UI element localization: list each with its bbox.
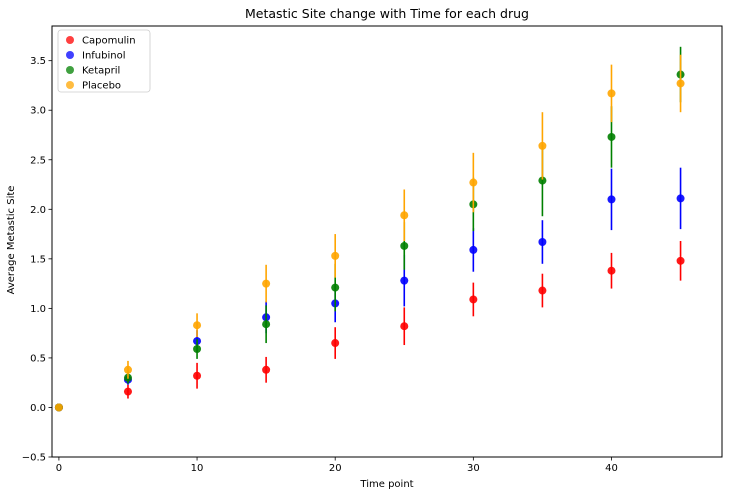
data-point [54,403,63,412]
y-axis-label: Average Metastic Site [6,186,17,295]
legend-label: Infubinol [82,51,126,62]
x-tick-label: 40 [605,463,618,474]
y-tick-label: 3.0 [30,106,46,117]
y-tick-label: 0.5 [30,353,46,364]
x-tick-label: 30 [467,463,480,474]
data-point [331,339,340,348]
y-tick-label: 1.5 [30,254,46,265]
data-point [262,365,271,374]
x-tick-label: 10 [191,463,204,474]
y-tick-label: 3.5 [30,56,46,67]
x-axis-label: Time point [359,479,413,490]
legend-box [57,29,151,93]
data-point [262,320,271,329]
data-point [538,176,547,185]
series-infubinol [54,167,685,412]
y-tick-label: 2.5 [30,155,46,166]
series-ketapril [54,46,685,412]
legend: Capomulin Infubinol Ketapril Placebo [57,29,151,93]
legend-label: Ketapril [82,66,120,77]
data-point [538,141,547,150]
data-point [331,251,340,260]
legend-marker [66,51,74,59]
y-tick-label: 0.0 [30,403,46,414]
data-point [676,79,685,88]
data-point [676,194,685,203]
data-point [193,321,202,330]
legend-label: Placebo [82,81,121,92]
legend-marker [66,36,74,44]
data-point [400,241,409,250]
data-point [607,266,616,275]
legend-label: Capomulin [82,36,136,47]
x-tick-label: 0 [56,463,62,474]
data-point [538,237,547,246]
y-tick-label: 2.0 [30,205,46,216]
y-tick-label: −0.5 [22,453,46,464]
data-point [469,245,478,254]
data-point [123,365,132,374]
data-point [400,211,409,220]
data-point [123,387,132,396]
legend-marker [66,66,74,74]
data-point [400,322,409,331]
data-point [538,286,547,295]
data-point [193,371,202,380]
data-point [469,295,478,304]
chart-title: Metastic Site change with Time for each … [245,6,529,21]
data-point [331,283,340,292]
series-placebo [54,54,685,412]
legend-marker [66,81,74,89]
data-point [607,132,616,141]
plot-frame [51,25,723,458]
plot-area: 0 10 20 30 40 −0.5 0.0 0.5 1.0 1.5 2.0 2.5 3.0 3.5 Cap… [22,25,723,474]
data-point [676,256,685,265]
data-point [193,345,202,354]
data-point [400,276,409,285]
data-point [469,178,478,187]
data-point [262,279,271,288]
x-tick-label: 20 [329,463,342,474]
y-tick-label: 1.0 [30,304,46,315]
data-point [607,89,616,98]
series-capomulin [54,241,685,412]
data-point [607,195,616,204]
